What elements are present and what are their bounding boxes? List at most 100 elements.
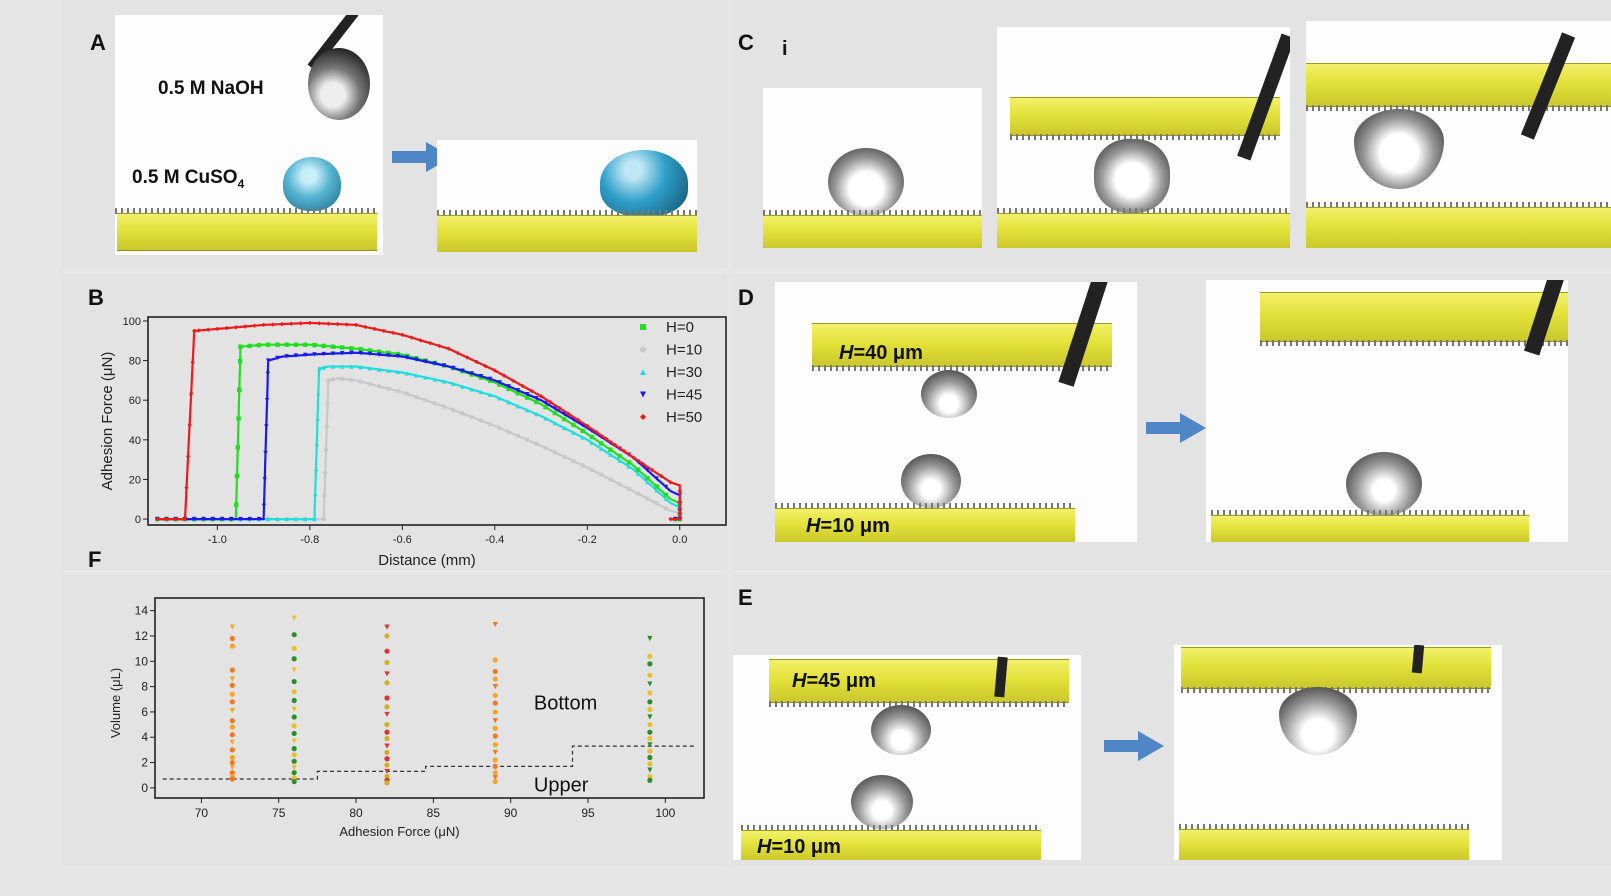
- data-point: [377, 367, 382, 372]
- data-point: [515, 391, 521, 396]
- data-point: [492, 684, 498, 690]
- data-point: [492, 749, 498, 756]
- data-point: [529, 388, 534, 394]
- adhesion-force-chart: -1.0 -0.8 -0.6 -0.4 -0.2 0.0 0 20 40 60 80 100 Dista…: [99, 316, 727, 569]
- data-point: [492, 725, 498, 731]
- data-point: [340, 364, 345, 369]
- data-point: [492, 621, 498, 628]
- data-point: [552, 450, 558, 455]
- data-point: [384, 749, 390, 756]
- data-point: [589, 434, 595, 440]
- data-point: [386, 353, 391, 358]
- volume-vs-adhesion-chart: 70 75 80 85 90 95 100 0 2 4 6 8 10 12 14 Adhesion Force…: [108, 597, 705, 839]
- data-point: [266, 516, 271, 522]
- data-point: [229, 754, 235, 761]
- legend-label: H=50: [666, 409, 702, 426]
- data-point: [647, 672, 653, 678]
- data-point: [284, 516, 289, 522]
- legend-marker: [640, 324, 646, 330]
- data-point: [635, 471, 641, 476]
- data-point: [390, 330, 396, 336]
- data-point: [323, 447, 329, 452]
- substrate-strip: [1211, 515, 1529, 542]
- data-point: [261, 503, 267, 509]
- surface-texture: [775, 503, 1075, 509]
- data-point: [291, 632, 297, 638]
- data-point: [229, 643, 235, 649]
- data-point: [173, 516, 178, 522]
- data-point: [450, 365, 456, 371]
- data-point: [344, 322, 350, 327]
- data-point: [330, 364, 336, 369]
- data-point: [492, 775, 498, 781]
- data-point: [270, 322, 276, 327]
- panel-c-photo-i: [763, 88, 982, 248]
- data-point: [384, 768, 390, 775]
- data-point: [340, 345, 345, 350]
- data-point: [640, 461, 645, 467]
- data-point: [441, 404, 447, 409]
- annotation-upper: Upper: [534, 775, 589, 797]
- data-point: [469, 414, 474, 420]
- data-point: [384, 671, 390, 677]
- data-point: [312, 352, 317, 357]
- series-h-50: [155, 320, 682, 522]
- data-point: [487, 376, 493, 382]
- panel-a-photo-before: 0.5 M NaOH 0.5 M CuSO4: [115, 15, 383, 255]
- x-tick-label: -0.2: [578, 534, 597, 546]
- data-point: [608, 452, 613, 457]
- data-point: [543, 404, 548, 410]
- data-point: [647, 754, 653, 761]
- column-72: [229, 624, 235, 782]
- data-point: [450, 407, 456, 413]
- data-point: [247, 516, 252, 522]
- data-point: [384, 743, 390, 749]
- data-point: [234, 473, 240, 479]
- data-point: [384, 633, 390, 639]
- panel-a-photo-after: [437, 140, 697, 252]
- surface-texture: [437, 210, 697, 216]
- data-point: [413, 394, 419, 400]
- x-tick-label: -0.4: [485, 534, 504, 546]
- upper-height-label: H=45 μm: [792, 670, 876, 692]
- data-point: [303, 342, 308, 347]
- data-point: [291, 714, 297, 720]
- data-point: [506, 399, 511, 405]
- series-h-0: [155, 342, 682, 522]
- data-point: [645, 496, 650, 501]
- naoh-label: 0.5 M NaOH: [158, 78, 264, 99]
- copper-hydroxide-droplet: [600, 150, 688, 216]
- data-point: [497, 425, 502, 431]
- data-point: [460, 368, 465, 373]
- data-point: [647, 729, 653, 735]
- x-tick-label: 90: [504, 806, 518, 820]
- data-point: [437, 343, 442, 349]
- surface-texture: [1010, 134, 1280, 140]
- data-point: [291, 758, 297, 764]
- data-point: [367, 366, 373, 371]
- data-point: [427, 340, 433, 346]
- surface-texture: [763, 210, 982, 216]
- substrate-strip: [741, 830, 1041, 860]
- data-point: [386, 350, 391, 356]
- legend-label: H=0: [666, 319, 694, 336]
- surface-texture: [115, 208, 377, 214]
- y-tick-label: 0: [141, 781, 148, 795]
- subpanel-label-i: i: [782, 38, 788, 60]
- data-point: [293, 516, 299, 522]
- data-point: [649, 467, 655, 473]
- data-point: [330, 377, 336, 382]
- data-point: [492, 757, 498, 763]
- data-point: [395, 388, 400, 394]
- data-point: [561, 454, 567, 459]
- substrate-strip: [1306, 207, 1611, 248]
- upper-substrate-strip: [1181, 647, 1491, 689]
- data-point: [552, 406, 558, 411]
- data-point: [322, 493, 327, 499]
- data-point: [275, 516, 280, 522]
- data-point: [229, 732, 235, 738]
- data-point: [237, 387, 242, 392]
- y-tick-label: 12: [135, 629, 149, 643]
- data-point: [275, 355, 280, 361]
- x-tick-label: 95: [581, 806, 595, 820]
